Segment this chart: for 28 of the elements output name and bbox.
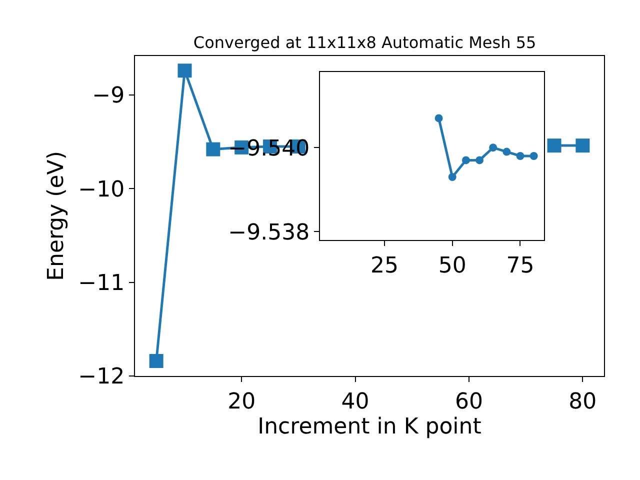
x-tick-label: 60 [454,389,483,414]
x-tick-label: 50 [438,253,466,278]
x-tick-label: 20 [228,389,256,414]
y-tick-label: −11 [78,271,125,296]
y-tick-label: −10 [78,177,125,202]
x-tick-label: 75 [506,253,534,278]
point [530,152,538,160]
point [516,152,524,160]
y-tick-label: −12 [78,364,125,390]
x-axis-title: Increment in K point [258,414,482,440]
point [448,173,456,181]
point [149,354,164,368]
point [547,138,562,153]
point [476,156,484,164]
point [462,156,470,164]
x-tick-label: 40 [341,389,370,414]
x-tick-label: 25 [370,253,398,278]
y-axis-title: Energy (eV) [44,151,69,281]
point [178,64,192,78]
point [206,142,220,156]
point [434,114,443,122]
y-tick-label: −9 [92,84,125,109]
point [489,144,498,152]
point [576,138,590,153]
chart-title: Converged at 11x11x8 Automatic Mesh 55 [193,32,536,52]
point [502,148,511,156]
x-tick-label: 80 [568,389,597,414]
y-tick-label: −9.538 [228,220,310,246]
